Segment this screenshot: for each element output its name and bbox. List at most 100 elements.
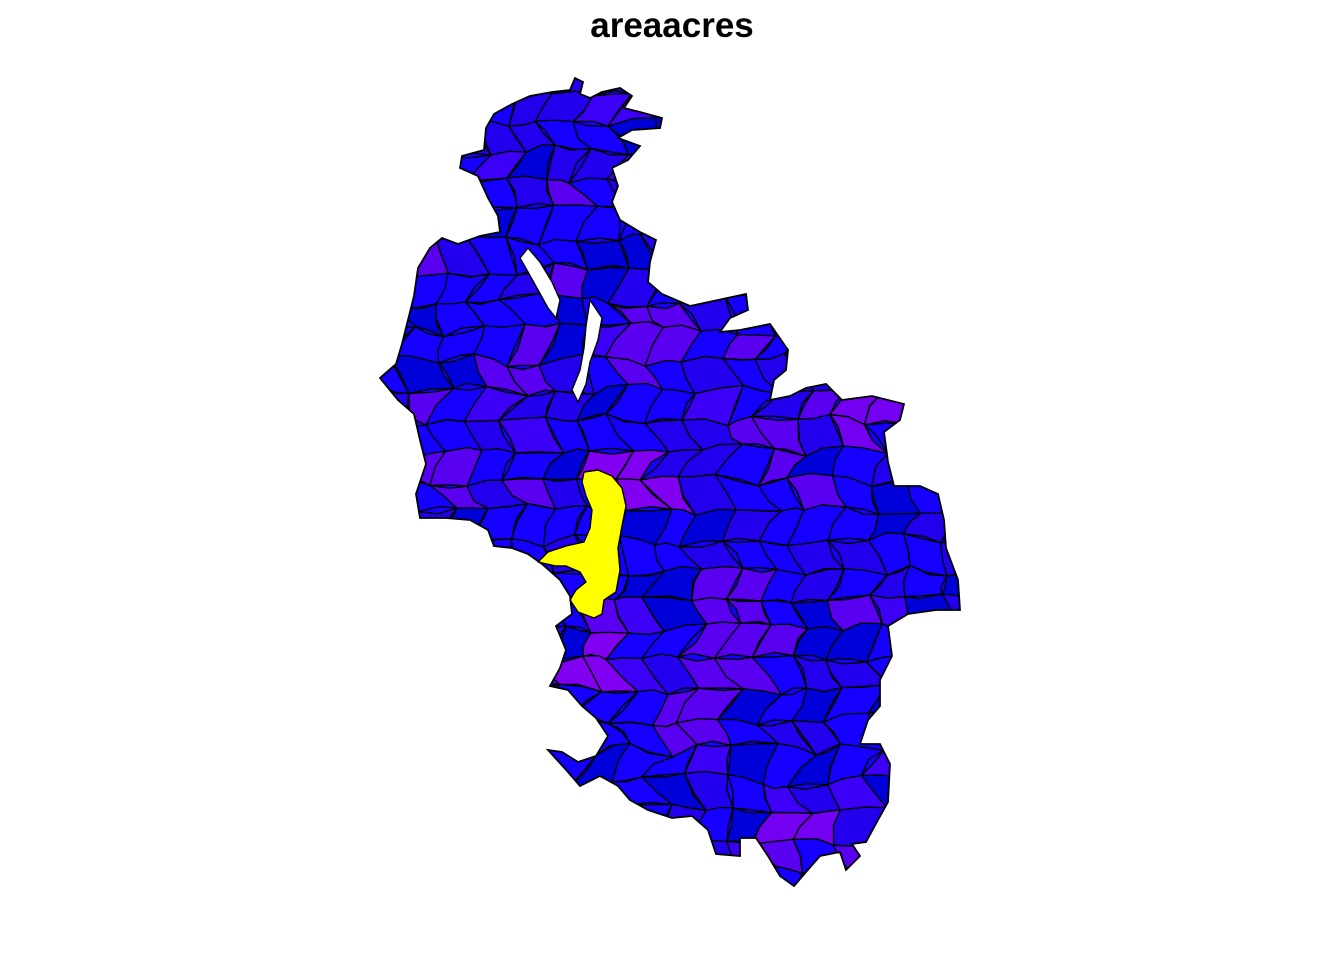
parish-polygon bbox=[969, 238, 1025, 268]
parish-polygon bbox=[762, 894, 808, 936]
parish-polygon bbox=[432, 78, 485, 93]
parish-polygon bbox=[533, 778, 600, 808]
parish-polygon bbox=[499, 833, 559, 873]
parish-polygon bbox=[941, 746, 960, 786]
parish-polygon bbox=[823, 234, 882, 275]
parish-polygon bbox=[463, 744, 529, 787]
parish-polygon bbox=[719, 896, 780, 936]
parish-polygon bbox=[978, 264, 1025, 304]
parish-polygon bbox=[978, 834, 1029, 874]
parish-polygon bbox=[570, 833, 628, 870]
parish-polygon bbox=[434, 900, 480, 936]
parish-polygon bbox=[614, 899, 670, 932]
parish-polygon bbox=[793, 93, 843, 120]
parish-polygon bbox=[785, 151, 840, 187]
parish-polygon bbox=[433, 630, 490, 663]
parish-polygon bbox=[390, 745, 450, 779]
parish-polygon bbox=[761, 115, 818, 153]
lake-central bbox=[571, 298, 603, 404]
parish-polygon bbox=[978, 297, 1023, 325]
parish-polygon bbox=[757, 149, 818, 186]
parish-polygon bbox=[931, 146, 960, 183]
parish-polygon bbox=[655, 89, 700, 122]
parish-polygon bbox=[499, 778, 556, 813]
parish-polygon bbox=[798, 78, 843, 98]
parish-polygon bbox=[938, 834, 960, 874]
parish-polygon bbox=[862, 149, 914, 185]
parish-polygon bbox=[942, 626, 960, 666]
parish-polygon bbox=[434, 745, 494, 783]
parish-polygon bbox=[930, 205, 960, 247]
parish-polygon bbox=[649, 899, 700, 932]
parish-polygon bbox=[938, 386, 960, 425]
parish-polygon bbox=[380, 209, 415, 245]
parish-polygon bbox=[820, 183, 879, 213]
parish-polygon bbox=[786, 293, 839, 333]
parish-polygon bbox=[380, 562, 422, 608]
parish-polygon bbox=[931, 177, 960, 211]
parish-polygon bbox=[722, 236, 768, 277]
parish-polygon bbox=[380, 180, 415, 217]
parish-polygon bbox=[471, 871, 520, 886]
parish-polygon bbox=[380, 627, 418, 663]
parish-polygon bbox=[433, 654, 489, 697]
parish-polygon bbox=[895, 863, 960, 886]
parish-polygon bbox=[972, 422, 1031, 448]
parish-polygon bbox=[463, 842, 520, 877]
parish-polygon bbox=[647, 144, 699, 186]
parish-polygon bbox=[901, 295, 957, 327]
parish-polygon bbox=[977, 445, 1030, 484]
parish-polygon bbox=[936, 446, 960, 487]
parish-polygon bbox=[901, 265, 958, 305]
parish-polygon bbox=[941, 593, 960, 632]
parish-polygon bbox=[793, 112, 840, 154]
parish-polygon bbox=[906, 382, 959, 425]
parish-polygon bbox=[869, 234, 913, 276]
parish-polygon bbox=[497, 569, 555, 606]
parish-polygon bbox=[469, 597, 530, 635]
parish-polygon bbox=[972, 509, 1028, 542]
parish-polygon bbox=[430, 597, 490, 636]
parish-polygon bbox=[897, 655, 953, 694]
parish-polygon bbox=[430, 569, 489, 605]
parish-polygon bbox=[832, 806, 888, 847]
parish-polygon bbox=[580, 78, 633, 97]
lake-north bbox=[519, 246, 561, 320]
parish-polygon bbox=[834, 78, 888, 96]
parish-polygon bbox=[972, 383, 1021, 426]
parish-polygon bbox=[356, 894, 420, 936]
parish-polygon bbox=[820, 151, 880, 187]
parish-polygon bbox=[472, 630, 530, 663]
parish-polygon bbox=[398, 87, 449, 128]
parish-polygon bbox=[895, 148, 950, 183]
parish-polygon bbox=[461, 687, 528, 726]
parish-polygon bbox=[823, 202, 879, 239]
parish-polygon bbox=[935, 93, 960, 118]
parish-polygon bbox=[930, 689, 960, 725]
parish-polygon bbox=[380, 719, 423, 756]
parish-polygon bbox=[786, 265, 845, 302]
parish-polygon bbox=[897, 626, 960, 662]
parish-polygon bbox=[472, 656, 528, 695]
parish-polygon bbox=[391, 864, 449, 886]
parish-polygon bbox=[569, 781, 623, 808]
parish-polygon bbox=[979, 323, 1023, 357]
parish-polygon bbox=[676, 899, 735, 929]
parish-polygon bbox=[865, 121, 914, 156]
parish-polygon bbox=[866, 893, 926, 936]
max-area-parish bbox=[537, 469, 627, 619]
parish-polygon bbox=[900, 209, 953, 243]
parish-polygon bbox=[783, 330, 839, 356]
parish-polygon bbox=[389, 802, 446, 848]
parish-polygon bbox=[827, 265, 882, 302]
parish-polygon bbox=[717, 83, 774, 127]
parish-polygon bbox=[927, 863, 960, 886]
parish-polygon bbox=[461, 721, 529, 754]
parish-polygon bbox=[941, 780, 960, 817]
parish-polygon bbox=[387, 209, 455, 243]
parish-polygon bbox=[536, 78, 594, 97]
parish-polygon bbox=[938, 806, 960, 848]
parish-polygon bbox=[615, 833, 674, 874]
parish-polygon bbox=[433, 873, 490, 886]
parish-polygon bbox=[905, 115, 950, 157]
